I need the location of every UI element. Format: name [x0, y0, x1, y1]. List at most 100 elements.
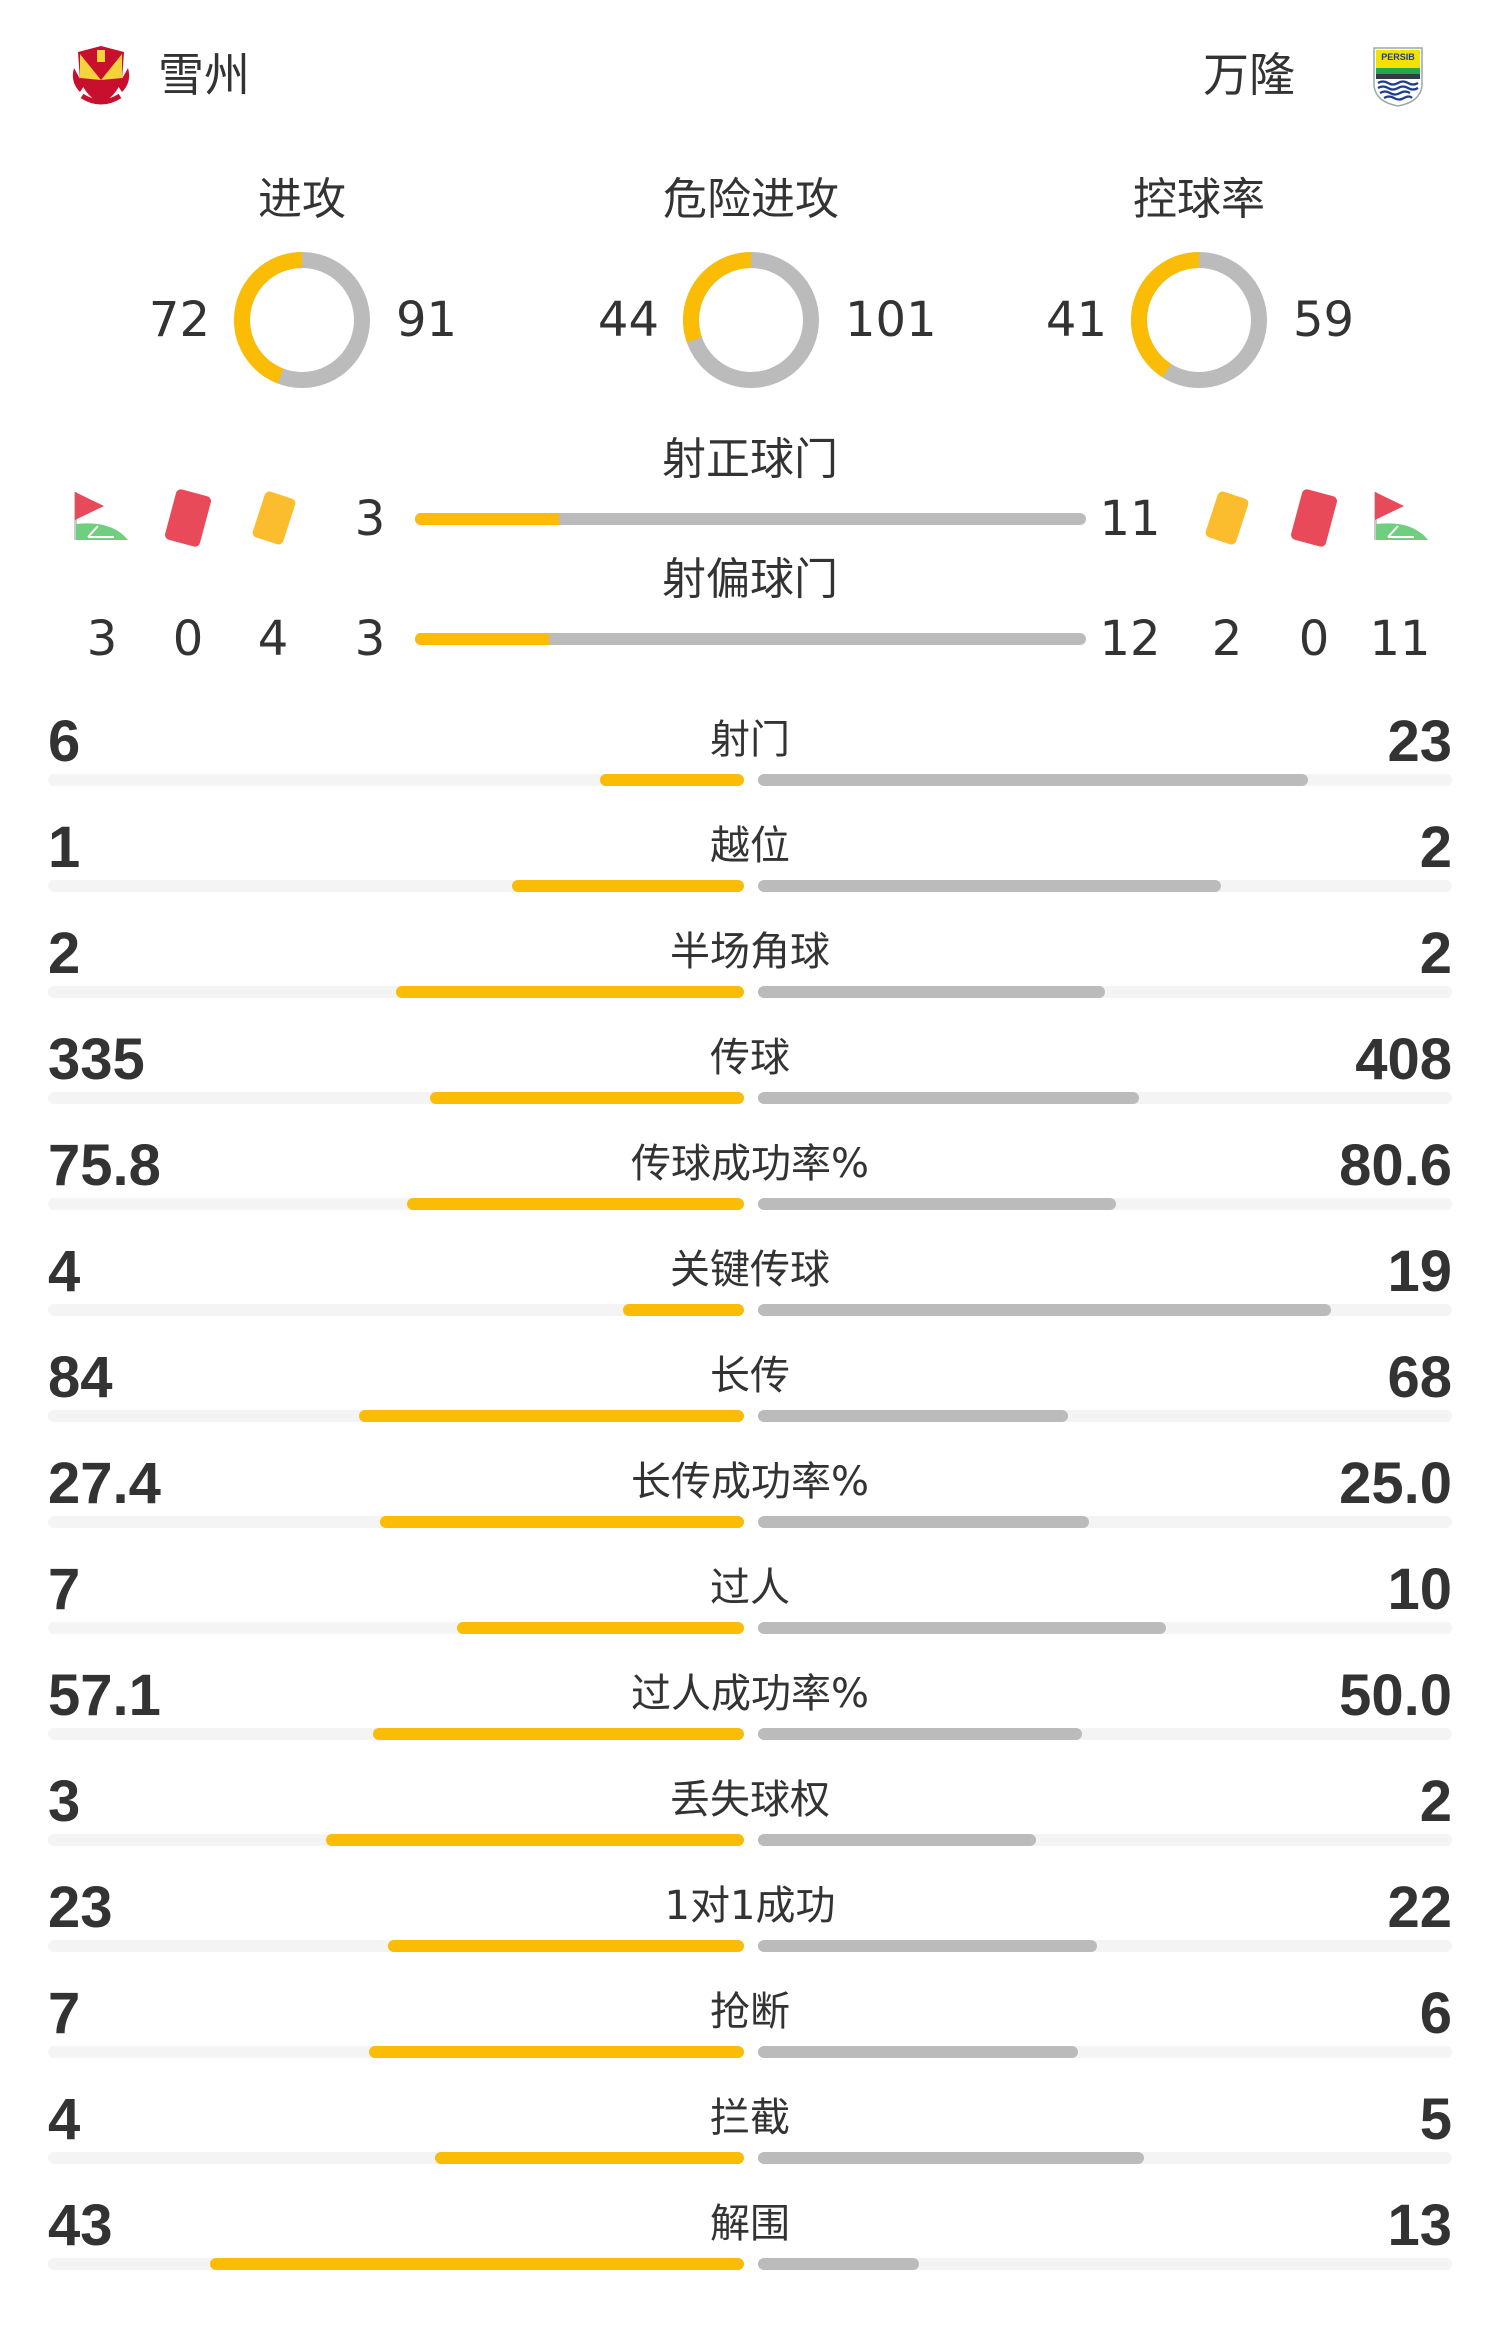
stat-label: 传球成功率% — [630, 1141, 869, 1187]
stat-row: 335 传球 408 — [48, 1022, 1452, 1128]
stat-home-value: 3 — [48, 1769, 81, 1834]
stat-away-bar — [758, 2152, 1144, 2164]
stat-home-track — [48, 1304, 744, 1316]
home-yellow-cards: 4 — [257, 611, 289, 667]
stat-home-value: 84 — [48, 1345, 113, 1410]
stat-row: 2 半场角球 2 — [48, 916, 1452, 1022]
stat-away-bar — [758, 774, 1309, 786]
stat-home-value: 7 — [48, 1557, 81, 1622]
stat-label: 解围 — [710, 2201, 790, 2247]
donut-chart — [232, 250, 372, 394]
stat-away-value: 23 — [1387, 709, 1452, 774]
stat-home-bar — [209, 2258, 744, 2270]
stat-home-bar — [430, 1092, 744, 1104]
donut-title: 控球率 — [1133, 174, 1265, 225]
stat-away-track — [758, 1410, 1452, 1422]
stat-away-bar — [758, 1516, 1090, 1528]
donut-home-value: 44 — [597, 292, 659, 348]
away-shots-on-target: 11 — [1099, 491, 1161, 547]
corner-flag-icon — [72, 490, 130, 544]
stat-away-bar — [758, 2258, 920, 2270]
away-team-name: 万隆 — [1203, 48, 1295, 102]
stat-away-bar — [758, 1622, 1167, 1634]
home-team-logo — [70, 42, 132, 108]
stat-label: 射门 — [710, 717, 790, 763]
stat-away-track — [758, 880, 1452, 892]
donut-chart — [681, 250, 821, 394]
stat-home-value: 23 — [48, 1875, 113, 1940]
donut-away-value: 91 — [396, 292, 458, 348]
shots-on-target-home-fill — [415, 513, 559, 525]
shots-on-target-label: 射正球门 — [662, 434, 838, 485]
stat-row: 6 射门 23 — [48, 704, 1452, 810]
stat-away-track — [758, 986, 1452, 998]
stat-away-value: 2 — [1419, 1769, 1452, 1834]
stat-away-value: 408 — [1355, 1027, 1452, 1092]
stat-home-value: 75.8 — [48, 1133, 161, 1198]
stat-home-track — [48, 986, 744, 998]
stat-home-track — [48, 2046, 744, 2058]
stat-row: 27.4 长传成功率% 25.0 — [48, 1446, 1452, 1552]
stat-home-track — [48, 1516, 744, 1528]
stat-away-track — [758, 1092, 1452, 1104]
stat-away-value: 25.0 — [1339, 1451, 1452, 1516]
stat-away-bar — [758, 1940, 1098, 1952]
stat-label: 丢失球权 — [670, 1777, 830, 1823]
away-team-logo: PERSIB — [1372, 46, 1424, 108]
stat-away-value: 22 — [1387, 1875, 1452, 1940]
stat-away-track — [758, 1198, 1452, 1210]
stat-away-bar — [758, 880, 1221, 892]
stat-away-value: 2 — [1419, 815, 1452, 880]
stat-row: 23 1对1成功 22 — [48, 1870, 1452, 1976]
home-team-name: 雪州 — [158, 48, 250, 102]
stat-home-value: 4 — [48, 2087, 81, 2152]
stat-home-value: 335 — [48, 1027, 145, 1092]
stat-away-track — [758, 2258, 1452, 2270]
stat-home-bar — [326, 1834, 744, 1846]
stat-label: 长传 — [710, 1353, 790, 1399]
stat-label: 关键传球 — [670, 1247, 830, 1293]
home-red-cards: 0 — [172, 611, 204, 667]
stat-home-bar — [457, 1622, 744, 1634]
stat-home-value: 1 — [48, 815, 81, 880]
stat-home-value: 27.4 — [48, 1451, 161, 1516]
stat-away-value: 80.6 — [1339, 1133, 1452, 1198]
stat-label: 过人成功率% — [630, 1671, 869, 1717]
red-card-icon — [1286, 486, 1342, 550]
stat-home-track — [48, 774, 744, 786]
stat-label: 拦截 — [710, 2095, 790, 2141]
donut-home-arc — [1131, 252, 1267, 388]
shots-off-target-label: 射偏球门 — [662, 554, 838, 605]
stat-home-bar — [372, 1728, 744, 1740]
stat-row: 4 关键传球 19 — [48, 1234, 1452, 1340]
stat-row: 75.8 传球成功率% 80.6 — [48, 1128, 1452, 1234]
shots-off-target-bar — [415, 633, 1086, 645]
stat-away-bar — [758, 1198, 1116, 1210]
home-corners: 3 — [86, 611, 118, 667]
stat-label: 1对1成功 — [664, 1883, 836, 1929]
yellow-card-icon — [248, 488, 300, 548]
stat-away-track — [758, 1622, 1452, 1634]
stat-away-track — [758, 1940, 1452, 1952]
stat-home-bar — [512, 880, 744, 892]
stat-home-bar — [369, 2046, 744, 2058]
donut-home-value: 72 — [148, 292, 210, 348]
stat-label: 过人 — [710, 1565, 790, 1611]
stat-home-track — [48, 1622, 744, 1634]
stat-label: 传球 — [710, 1035, 790, 1081]
stat-home-track — [48, 2258, 744, 2270]
stat-row: 43 解围 13 — [48, 2188, 1452, 2294]
away-shots-off-target: 12 — [1099, 611, 1161, 667]
stat-home-bar — [622, 1304, 744, 1316]
shots-off-target-home-fill — [415, 633, 550, 645]
stat-home-bar — [600, 774, 744, 786]
shots-on-target-bar — [415, 513, 1086, 525]
stat-away-track — [758, 2046, 1452, 2058]
stat-away-value: 5 — [1419, 2087, 1452, 2152]
stat-home-bar — [388, 1940, 744, 1952]
stat-away-bar — [758, 1092, 1140, 1104]
stat-home-track — [48, 2152, 744, 2164]
stat-label: 长传成功率% — [630, 1459, 869, 1505]
stat-away-value: 19 — [1387, 1239, 1452, 1304]
stat-row: 4 拦截 5 — [48, 2082, 1452, 2188]
